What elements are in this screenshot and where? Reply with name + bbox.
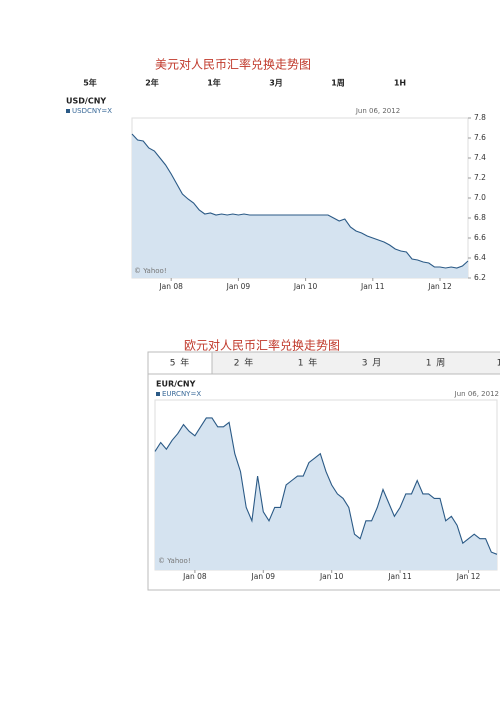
range-tab[interactable]: 3 月 xyxy=(362,358,383,369)
x-tick-label: Jan 09 xyxy=(251,572,276,581)
range-tab[interactable]: 5年 xyxy=(83,78,97,88)
x-tick-label: Jan 11 xyxy=(387,572,412,581)
x-tick-label: Jan 10 xyxy=(319,572,344,581)
symbol: EUR/CNY xyxy=(156,380,196,389)
y-tick-label: 7.2 xyxy=(474,173,486,182)
y-tick-label: 7.4 xyxy=(474,153,486,162)
area xyxy=(155,417,497,570)
line xyxy=(131,133,469,269)
y-tick-label: 6.2 xyxy=(474,273,486,282)
x-tick-label: Jan 08 xyxy=(158,282,183,291)
legend-swatch xyxy=(66,109,70,113)
range-tab[interactable]: 1周 xyxy=(331,79,345,88)
source: © Yahoo! xyxy=(134,267,167,275)
y-tick-label: 6.6 xyxy=(474,233,486,242)
range-tab[interactable]: 5 年 xyxy=(170,357,191,369)
range-tab[interactable]: 1 周 xyxy=(426,358,447,369)
date-label: Jun 06, 2012 xyxy=(355,107,400,115)
legend-label: USDCNY=X xyxy=(72,107,112,115)
range-tab[interactable]: 1 xyxy=(497,359,500,369)
section-title: 欧元对人民币汇率兑换走势图 xyxy=(184,338,340,353)
range-tab[interactable]: 1年 xyxy=(207,78,221,88)
date-label: Jun 06, 2012 xyxy=(454,390,499,398)
range-tab[interactable]: 1H xyxy=(394,79,406,88)
range-tab[interactable]: 2年 xyxy=(145,78,159,88)
symbol: USD/CNY xyxy=(66,97,106,106)
x-tick-label: Jan 10 xyxy=(293,282,318,291)
range-tab[interactable]: 2 年 xyxy=(234,357,255,369)
y-tick-label: 7.0 xyxy=(474,193,486,202)
y-tick-label: 7.8 xyxy=(474,113,486,122)
x-tick-label: Jan 09 xyxy=(226,282,251,291)
range-tab[interactable]: 1 年 xyxy=(298,357,319,369)
line xyxy=(154,417,498,555)
source: © Yahoo! xyxy=(158,557,191,565)
x-tick-label: Jan 08 xyxy=(182,572,207,581)
legend-swatch xyxy=(156,392,160,396)
range-tab[interactable]: 3月 xyxy=(269,79,283,88)
x-tick-label: Jan 12 xyxy=(427,282,452,291)
y-tick-label: 6.4 xyxy=(474,253,486,262)
y-tick-label: 6.8 xyxy=(474,213,486,222)
x-tick-label: Jan 11 xyxy=(360,282,385,291)
y-tick-label: 7.6 xyxy=(474,133,486,142)
section-title: 美元对人民币汇率兑换走势图 xyxy=(155,57,311,72)
legend-label: EURCNY=X xyxy=(162,390,201,398)
x-tick-label: Jan 12 xyxy=(456,572,481,581)
